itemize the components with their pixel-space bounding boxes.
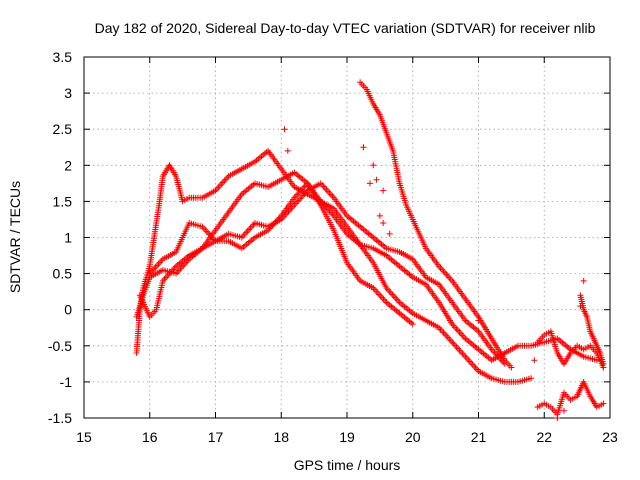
data-point xyxy=(370,162,377,169)
x-tick-label: 16 xyxy=(142,429,158,445)
data-points xyxy=(133,79,607,421)
y-tick-label: 1 xyxy=(64,230,72,246)
y-tick-label: -1.5 xyxy=(48,410,72,426)
y-axis-label: SDTVAR / TECUs xyxy=(7,181,23,293)
data-point xyxy=(600,400,607,407)
data-point xyxy=(367,180,374,187)
data-point xyxy=(508,364,515,371)
data-point xyxy=(593,357,600,364)
x-tick-label: 23 xyxy=(602,429,618,445)
x-tick-label: 22 xyxy=(536,429,552,445)
data-point xyxy=(577,303,584,310)
y-tick-label: -0.5 xyxy=(48,338,72,354)
data-point xyxy=(554,415,561,421)
x-tick-label: 20 xyxy=(405,429,421,445)
y-tick-label: 2 xyxy=(64,157,72,173)
data-point xyxy=(528,375,535,382)
y-axis: 3.5 3 2.5 2 1.5 1 0.5 0 -0.5 -1 -1.5 xyxy=(48,49,610,426)
data-point xyxy=(376,212,383,219)
x-axis-label: GPS time / hours xyxy=(294,457,401,473)
y-tick-label: 1.5 xyxy=(53,193,73,209)
data-point xyxy=(373,176,380,183)
data-point xyxy=(360,144,367,151)
y-tick-label: -1 xyxy=(60,374,73,390)
chart-title: Day 182 of 2020, Sidereal Day-to-day VTE… xyxy=(95,20,596,36)
grid xyxy=(84,57,610,418)
data-point xyxy=(580,277,587,284)
data-point xyxy=(380,187,387,194)
y-tick-label: 3.5 xyxy=(53,49,73,65)
x-tick-label: 15 xyxy=(76,429,92,445)
data-point xyxy=(475,317,482,324)
data-point xyxy=(281,126,288,133)
x-tick-label: 18 xyxy=(273,429,289,445)
x-axis: 15 16 17 18 19 20 21 22 23 xyxy=(76,57,618,445)
x-tick-label: 21 xyxy=(471,429,487,445)
data-point xyxy=(600,360,607,367)
y-tick-label: 0 xyxy=(64,302,72,318)
data-point xyxy=(531,357,538,364)
y-tick-label: 0.5 xyxy=(53,266,73,282)
y-tick-label: 2.5 xyxy=(53,121,73,137)
data-point xyxy=(386,230,393,237)
data-point xyxy=(409,321,416,328)
y-tick-label: 3 xyxy=(64,85,72,101)
x-tick-label: 17 xyxy=(208,429,224,445)
data-point xyxy=(380,220,387,227)
x-tick-label: 19 xyxy=(339,429,355,445)
data-point xyxy=(560,407,567,414)
data-point xyxy=(284,147,291,154)
